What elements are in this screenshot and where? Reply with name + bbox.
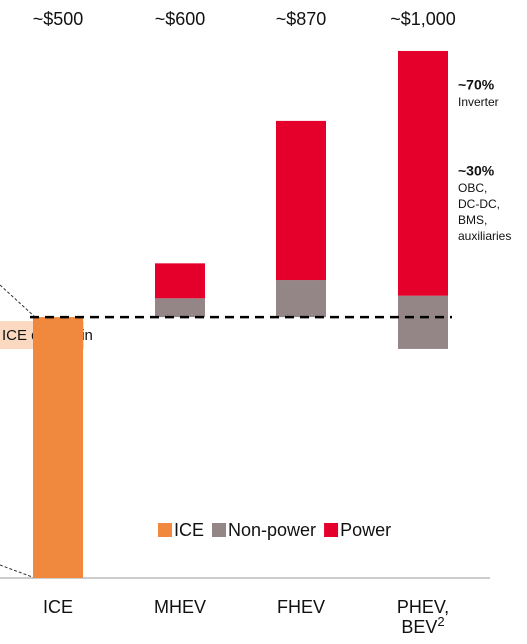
- bar-segment: [276, 280, 326, 318]
- bar-segment: [155, 298, 205, 318]
- legend-label: ICE: [174, 520, 204, 540]
- x-tick-label: PHEV, BEV2: [393, 597, 453, 637]
- legend-label: Non-power: [228, 520, 316, 540]
- total-label: ~$600: [155, 9, 206, 29]
- total-label: ~$1,000: [390, 9, 456, 29]
- annotation-line: BMS,: [458, 213, 487, 227]
- legend-swatch: [158, 523, 172, 537]
- legend-swatch: [324, 523, 339, 537]
- category: PHEV, BEV: [396, 597, 450, 637]
- bar-segment: [398, 50, 448, 296]
- bar-segment: [33, 317, 83, 578]
- legend-swatch: [212, 523, 227, 537]
- bar-segment: [276, 120, 326, 281]
- x-tick-label: FHEV: [256, 597, 346, 617]
- bar-segment: [155, 263, 205, 299]
- category: ICE: [42, 597, 73, 617]
- category: FHEV: [276, 597, 325, 617]
- legend-label: Power: [340, 520, 391, 540]
- annotation-line: DC-DC,: [458, 197, 500, 211]
- x-tick-label: ICE: [13, 597, 103, 617]
- annotation-head: ~70%: [458, 77, 495, 93]
- annotation-head: ~30%: [458, 163, 495, 179]
- total-label: ~$870: [276, 9, 327, 29]
- total-label: ~$500: [33, 9, 84, 29]
- annotation-line: Inverter: [458, 95, 499, 109]
- category: MHEV: [153, 597, 206, 617]
- annotation-line: auxiliaries: [458, 229, 511, 243]
- x-tick-label: MHEV: [135, 597, 225, 617]
- connector: [0, 564, 36, 579]
- bar-segment: [398, 295, 448, 349]
- footnote: 2: [437, 614, 445, 629]
- annotation-line: OBC,: [458, 181, 487, 195]
- connector: [0, 284, 36, 318]
